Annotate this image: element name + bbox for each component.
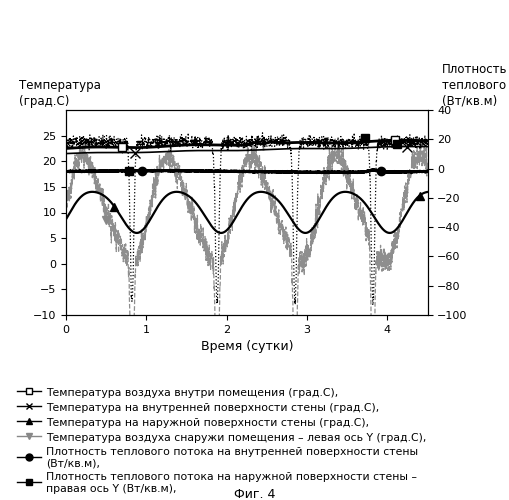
Text: Фиг. 4: Фиг. 4 [234, 488, 275, 500]
X-axis label: Время (сутки): Время (сутки) [201, 340, 293, 353]
Text: Температура
(град.С): Температура (град.С) [19, 79, 101, 108]
Legend: Температура воздуха внутри помещения (град.С),, Температура на внутренней поверх: Температура воздуха внутри помещения (гр… [16, 386, 428, 494]
Text: Плотность
теплового потока
(Вт/кв.м): Плотность теплового потока (Вт/кв.м) [442, 63, 509, 108]
